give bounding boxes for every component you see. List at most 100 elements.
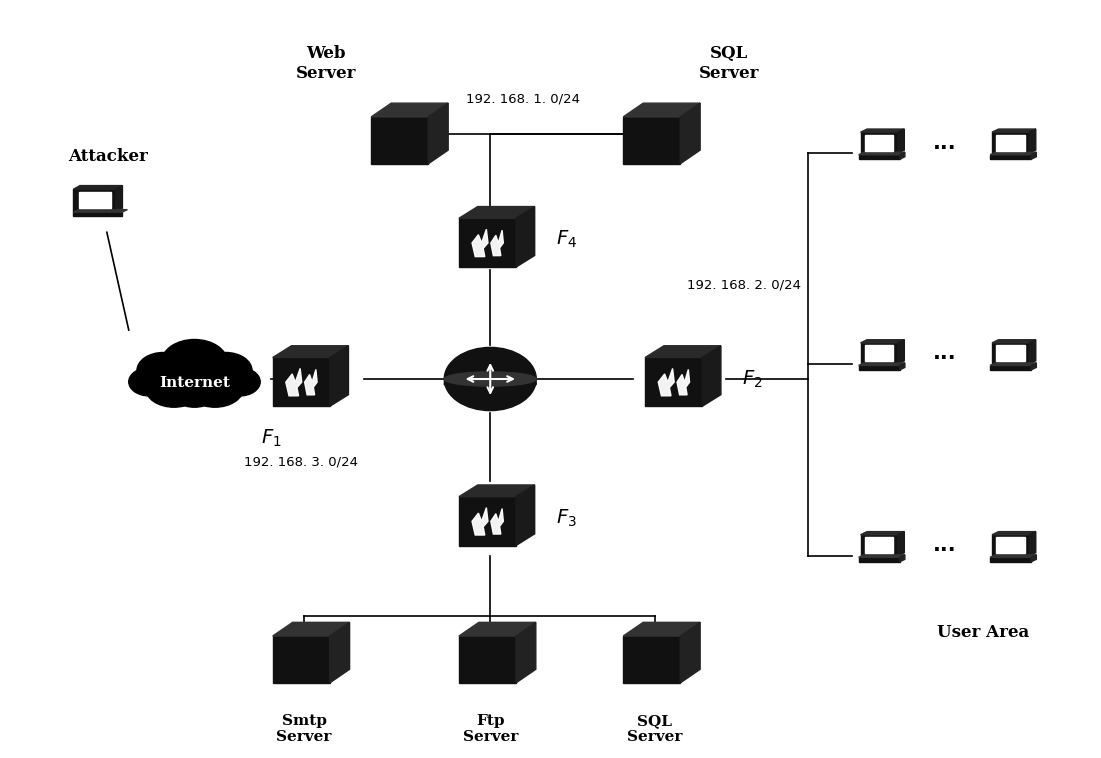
Polygon shape <box>459 496 516 546</box>
Text: User Area: User Area <box>937 624 1029 641</box>
Polygon shape <box>992 534 1029 556</box>
Circle shape <box>170 374 219 407</box>
Text: Internet: Internet <box>159 376 230 390</box>
Text: Ftp
Server: Ftp Server <box>462 714 517 744</box>
Polygon shape <box>472 508 488 535</box>
Polygon shape <box>865 135 893 151</box>
Polygon shape <box>900 555 905 562</box>
Text: $F_3$: $F_3$ <box>556 508 577 529</box>
Polygon shape <box>990 365 1031 370</box>
Circle shape <box>199 352 252 389</box>
Polygon shape <box>74 210 128 212</box>
Circle shape <box>145 368 203 407</box>
Polygon shape <box>859 557 900 562</box>
Polygon shape <box>286 368 302 396</box>
Polygon shape <box>702 346 721 406</box>
Polygon shape <box>865 537 893 553</box>
Polygon shape <box>897 531 904 556</box>
Polygon shape <box>329 622 350 683</box>
Polygon shape <box>900 152 905 159</box>
Text: Attacker: Attacker <box>68 148 149 164</box>
Text: ...: ... <box>933 343 957 363</box>
Polygon shape <box>859 152 905 155</box>
Polygon shape <box>472 229 488 257</box>
Polygon shape <box>996 135 1025 151</box>
Circle shape <box>129 368 170 396</box>
Circle shape <box>162 340 227 384</box>
Polygon shape <box>74 186 122 190</box>
Polygon shape <box>859 555 905 557</box>
Polygon shape <box>459 218 516 267</box>
Polygon shape <box>1031 363 1036 370</box>
Polygon shape <box>680 103 700 164</box>
Polygon shape <box>459 636 516 683</box>
Text: 192. 168. 2. 0/24: 192. 168. 2. 0/24 <box>687 278 802 291</box>
Polygon shape <box>897 340 904 364</box>
Text: 192. 168. 1. 0/24: 192. 168. 1. 0/24 <box>466 92 580 105</box>
Polygon shape <box>990 555 1036 557</box>
Polygon shape <box>861 343 897 364</box>
Polygon shape <box>861 534 897 556</box>
Polygon shape <box>516 206 535 267</box>
Polygon shape <box>1029 129 1036 153</box>
Polygon shape <box>1029 340 1036 364</box>
Polygon shape <box>273 346 348 358</box>
Polygon shape <box>74 212 122 216</box>
Polygon shape <box>273 622 350 636</box>
Polygon shape <box>1031 555 1036 562</box>
Polygon shape <box>645 358 702 406</box>
Text: Web
Server: Web Server <box>296 45 357 82</box>
Polygon shape <box>990 155 1031 159</box>
Polygon shape <box>623 622 700 636</box>
Polygon shape <box>990 557 1031 562</box>
Polygon shape <box>623 117 680 164</box>
Circle shape <box>444 347 536 411</box>
Text: $F_2$: $F_2$ <box>742 368 763 390</box>
Polygon shape <box>371 117 428 164</box>
Text: 192. 168. 3. 0/24: 192. 168. 3. 0/24 <box>243 456 358 468</box>
Polygon shape <box>992 132 1029 153</box>
Polygon shape <box>459 485 535 496</box>
Polygon shape <box>992 340 1036 343</box>
Polygon shape <box>78 192 111 208</box>
Polygon shape <box>859 155 900 159</box>
Text: SQL
Server: SQL Server <box>698 45 759 82</box>
Circle shape <box>186 368 243 407</box>
Polygon shape <box>859 363 905 365</box>
Polygon shape <box>992 531 1036 534</box>
Polygon shape <box>996 346 1025 362</box>
Polygon shape <box>116 186 122 211</box>
Text: ...: ... <box>933 535 957 556</box>
Polygon shape <box>329 346 348 406</box>
Circle shape <box>137 352 189 389</box>
Polygon shape <box>1029 531 1036 556</box>
Text: $F_1$: $F_1$ <box>261 428 282 449</box>
Circle shape <box>219 368 260 396</box>
Polygon shape <box>273 358 329 406</box>
Polygon shape <box>990 363 1036 365</box>
Text: ...: ... <box>933 133 957 152</box>
Polygon shape <box>861 531 904 534</box>
Polygon shape <box>861 129 904 132</box>
Polygon shape <box>273 636 329 683</box>
Polygon shape <box>491 509 503 534</box>
Polygon shape <box>371 103 448 117</box>
Polygon shape <box>900 363 905 370</box>
Polygon shape <box>992 129 1036 132</box>
Polygon shape <box>645 346 721 358</box>
Polygon shape <box>658 368 674 396</box>
Polygon shape <box>1031 152 1036 159</box>
Polygon shape <box>516 485 535 546</box>
Ellipse shape <box>444 372 536 386</box>
Polygon shape <box>865 346 893 362</box>
Polygon shape <box>74 190 116 211</box>
Polygon shape <box>861 132 897 153</box>
Polygon shape <box>680 622 700 683</box>
Ellipse shape <box>444 376 536 392</box>
Polygon shape <box>516 622 536 683</box>
Text: $F_4$: $F_4$ <box>556 229 577 250</box>
Polygon shape <box>996 537 1025 553</box>
Text: Smtp
Server: Smtp Server <box>276 714 331 744</box>
Polygon shape <box>428 103 448 164</box>
Polygon shape <box>305 369 317 395</box>
